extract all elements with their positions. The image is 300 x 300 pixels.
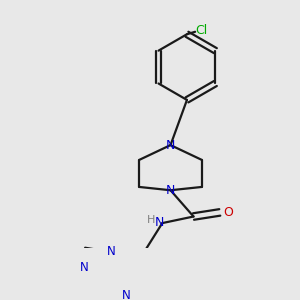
Text: N: N [80, 261, 89, 274]
Text: N: N [166, 139, 175, 152]
Text: O: O [223, 206, 233, 219]
Text: N: N [107, 244, 116, 257]
Text: N: N [122, 289, 131, 300]
Text: Cl: Cl [196, 24, 208, 37]
Text: N: N [155, 216, 164, 229]
Text: N: N [166, 184, 175, 197]
Text: H: H [147, 215, 155, 225]
